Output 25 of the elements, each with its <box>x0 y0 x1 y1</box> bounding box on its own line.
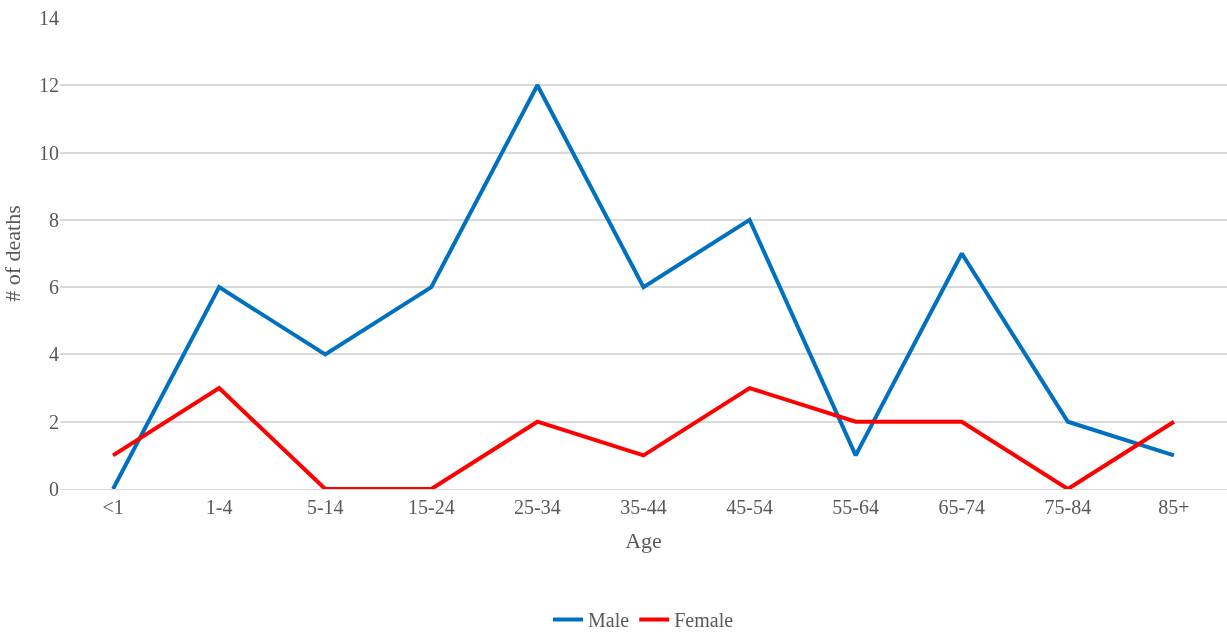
y-tick-label: 8 <box>49 208 59 231</box>
x-tick-label: 35-44 <box>620 496 667 518</box>
legend-label: Female <box>674 609 734 632</box>
y-tick-label: 2 <box>49 410 59 433</box>
x-tick-label: 45-54 <box>726 496 773 518</box>
y-tick-label: 12 <box>39 74 59 97</box>
x-tick-label: <1 <box>102 496 124 518</box>
line-series <box>111 83 1176 489</box>
x-tick-label: 85+ <box>1158 496 1190 518</box>
x-tick-label: 15-24 <box>407 496 455 518</box>
x-tick-label: 1-4 <box>205 496 233 518</box>
x-tick-label: 5-14 <box>306 496 344 518</box>
x-tick-label: 65-74 <box>938 496 986 518</box>
line-series <box>111 386 1176 489</box>
x-tick-label: 25-34 <box>514 496 561 518</box>
x-tick-label: 55-64 <box>832 496 880 518</box>
legend-label: Male <box>588 609 630 632</box>
x-axis-title: Age <box>625 527 662 553</box>
x-tick-label: 75-84 <box>1044 496 1092 518</box>
y-tick-label: 4 <box>49 343 59 366</box>
y-tick-label: 14 <box>39 7 59 29</box>
y-tick-label: 6 <box>49 276 59 299</box>
y-axis-title: # of deaths <box>0 205 25 302</box>
y-tick-label: 10 <box>39 141 59 164</box>
y-tick-label: 0 <box>49 478 59 500</box>
